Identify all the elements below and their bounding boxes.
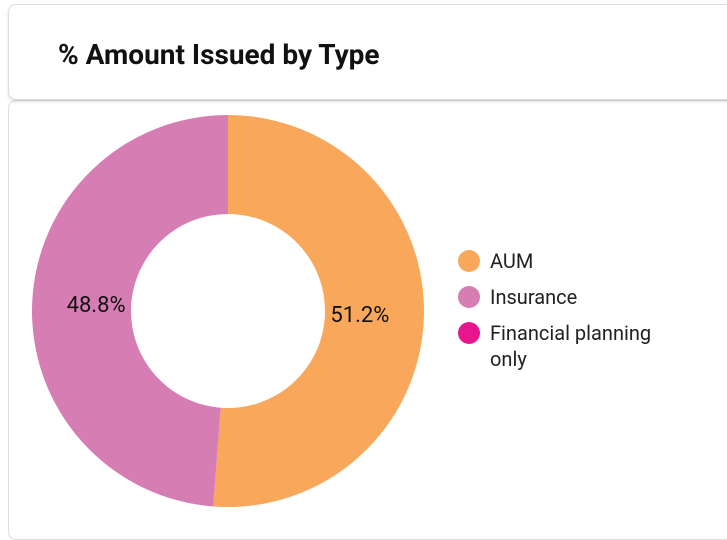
legend-item[interactable]: Financial planning only: [458, 320, 678, 372]
legend: AUM Insurance Financial planning only: [458, 248, 678, 382]
legend-label: Insurance: [490, 285, 578, 309]
legend-swatch: [458, 322, 480, 344]
donut-slice: [31, 115, 229, 507]
chart: 51.2% 48.8%: [31, 115, 424, 507]
legend-swatch: [458, 286, 480, 308]
legend-swatch: [458, 250, 480, 272]
legend-item[interactable]: AUM: [458, 248, 678, 274]
legend-label: Financial planning only: [490, 321, 652, 371]
donut-slice: [213, 115, 424, 507]
legend-item[interactable]: Insurance: [458, 284, 678, 310]
slice-label: 48.8%: [67, 293, 126, 318]
legend-label: AUM: [490, 249, 534, 273]
page: % Amount Issued by Type 51.2% 48.8% AUM In…: [8, 4, 727, 540]
chart-title: % Amount Issued by Type: [58, 38, 380, 71]
card-header: [8, 4, 727, 100]
slice-label: 51.2%: [330, 303, 389, 328]
